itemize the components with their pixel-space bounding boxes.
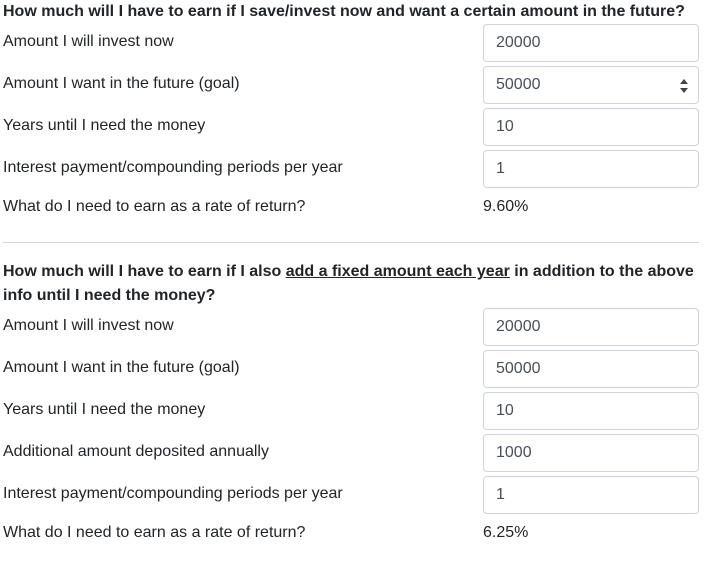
field-row-invest-now: Amount I will invest now 20000 bbox=[3, 308, 699, 350]
field-row-future-goal: Amount I want in the future (goal) 50000 bbox=[3, 66, 699, 108]
field-label: Amount I will invest now bbox=[3, 317, 174, 334]
years-input[interactable]: 10 bbox=[483, 392, 699, 430]
field-label: Years until I need the money bbox=[3, 401, 206, 418]
result-row: What do I need to earn as a rate of retu… bbox=[3, 518, 699, 548]
heading-text: How much will I have to earn if I also bbox=[3, 263, 286, 280]
result-label: What do I need to earn as a rate of retu… bbox=[3, 524, 306, 541]
number-stepper-icon[interactable] bbox=[680, 78, 688, 94]
future-goal-input[interactable]: 50000 bbox=[483, 350, 699, 388]
invest-now-input[interactable]: 20000 bbox=[483, 24, 699, 62]
heading-text: in addition to the above info until I ne… bbox=[3, 263, 694, 304]
section-annual-deposit: How much will I have to earn if I also a… bbox=[3, 260, 699, 548]
field-label: Amount I will invest now bbox=[3, 33, 174, 50]
section-divider bbox=[3, 242, 699, 243]
periods-input[interactable]: 1 bbox=[483, 476, 699, 514]
field-row-years: Years until I need the money 10 bbox=[3, 108, 699, 150]
field-row-annual-deposit: Additional amount deposited annually 100… bbox=[3, 434, 699, 476]
stepper-up-icon[interactable] bbox=[680, 79, 688, 84]
field-label: Amount I want in the future (goal) bbox=[3, 359, 240, 376]
field-label: Additional amount deposited annually bbox=[3, 443, 269, 460]
result-row: What do I need to earn as a rate of retu… bbox=[3, 192, 699, 222]
result-value: 6.25% bbox=[483, 524, 529, 541]
result-value: 9.60% bbox=[483, 198, 529, 215]
field-row-years: Years until I need the money 10 bbox=[3, 392, 699, 434]
periods-input[interactable]: 1 bbox=[483, 150, 699, 188]
field-label: Years until I need the money bbox=[3, 117, 206, 134]
field-row-invest-now: Amount I will invest now 20000 bbox=[3, 24, 699, 66]
section-1-heading: How much will I have to earn if I save/i… bbox=[3, 3, 685, 20]
years-input[interactable]: 10 bbox=[483, 108, 699, 146]
stepper-down-icon[interactable] bbox=[680, 88, 688, 93]
invest-now-input[interactable]: 20000 bbox=[483, 308, 699, 346]
heading-emphasis: add a fixed amount each year bbox=[285, 263, 510, 280]
annual-deposit-input[interactable]: 1000 bbox=[483, 434, 699, 472]
future-goal-value: 50000 bbox=[496, 76, 541, 93]
field-label: Amount I want in the future (goal) bbox=[3, 75, 240, 92]
future-goal-input[interactable]: 50000 bbox=[483, 66, 699, 104]
section-2-heading: How much will I have to earn if I also a… bbox=[3, 260, 699, 308]
result-label: What do I need to earn as a rate of retu… bbox=[3, 198, 306, 215]
field-label: Interest payment/compounding periods per… bbox=[3, 159, 343, 176]
field-row-periods: Interest payment/compounding periods per… bbox=[3, 150, 699, 192]
section-lump-sum: How much will I have to earn if I save/i… bbox=[3, 0, 699, 222]
field-row-future-goal: Amount I want in the future (goal) 50000 bbox=[3, 350, 699, 392]
field-row-periods: Interest payment/compounding periods per… bbox=[3, 476, 699, 518]
field-label: Interest payment/compounding periods per… bbox=[3, 485, 343, 502]
